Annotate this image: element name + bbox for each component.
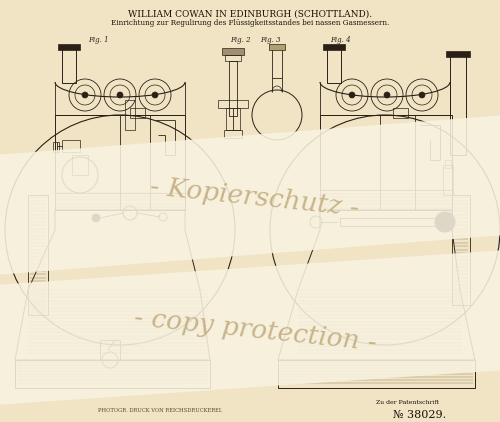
Bar bbox=[58, 44, 80, 50]
Bar bbox=[269, 44, 285, 50]
Bar bbox=[446, 51, 470, 57]
Bar bbox=[323, 44, 345, 50]
Circle shape bbox=[82, 92, 88, 98]
Text: Fig. 2: Fig. 2 bbox=[230, 36, 250, 44]
Bar bbox=[393, 108, 408, 118]
Bar bbox=[452, 195, 470, 305]
Bar bbox=[320, 115, 452, 210]
Bar bbox=[100, 340, 120, 360]
Circle shape bbox=[117, 92, 123, 98]
Bar bbox=[229, 61, 237, 116]
Bar bbox=[28, 195, 48, 315]
Bar bbox=[327, 48, 341, 83]
Bar bbox=[222, 48, 244, 55]
Bar bbox=[272, 48, 282, 78]
Circle shape bbox=[435, 212, 455, 232]
Bar bbox=[443, 165, 453, 195]
Bar bbox=[340, 218, 435, 226]
Circle shape bbox=[384, 92, 390, 98]
Text: PHOTOGR. DRUCK VON REICHSDRUCKEREI.: PHOTOGR. DRUCK VON REICHSDRUCKEREI. bbox=[98, 408, 222, 413]
Text: WILLIAM COWAN IN EDINBURGH (SCHOTTLAND).: WILLIAM COWAN IN EDINBURGH (SCHOTTLAND). bbox=[128, 10, 372, 19]
Text: Zu der Patentschrift: Zu der Patentschrift bbox=[376, 400, 440, 405]
Bar bbox=[62, 140, 80, 152]
Text: Fig. 1: Fig. 1 bbox=[88, 36, 108, 44]
Circle shape bbox=[349, 92, 355, 98]
Bar bbox=[55, 115, 185, 210]
Bar bbox=[53, 142, 59, 152]
Text: Einrichtung zur Regulirung des Flüssigkeitsstandes bei nassen Gasmessern.: Einrichtung zur Regulirung des Flüssigke… bbox=[111, 19, 389, 27]
Bar bbox=[450, 55, 466, 155]
Bar bbox=[15, 360, 210, 388]
Text: - Kopierschutz -: - Kopierschutz - bbox=[150, 175, 360, 222]
Circle shape bbox=[419, 92, 425, 98]
Bar bbox=[445, 160, 451, 168]
Bar bbox=[62, 48, 76, 83]
Text: № 38029.: № 38029. bbox=[394, 410, 446, 420]
Bar bbox=[125, 100, 135, 130]
Text: - copy protection -: - copy protection - bbox=[132, 305, 378, 355]
Bar bbox=[224, 130, 242, 138]
Bar bbox=[226, 108, 240, 130]
Circle shape bbox=[152, 92, 158, 98]
Bar bbox=[278, 360, 475, 388]
Bar bbox=[130, 108, 145, 118]
Bar bbox=[72, 155, 88, 175]
Text: Fig. 4: Fig. 4 bbox=[330, 36, 350, 44]
Bar bbox=[218, 100, 248, 108]
Polygon shape bbox=[0, 250, 500, 405]
Polygon shape bbox=[0, 115, 500, 275]
Text: Fig. 3: Fig. 3 bbox=[260, 36, 280, 44]
Circle shape bbox=[92, 214, 100, 222]
Bar bbox=[225, 55, 241, 61]
